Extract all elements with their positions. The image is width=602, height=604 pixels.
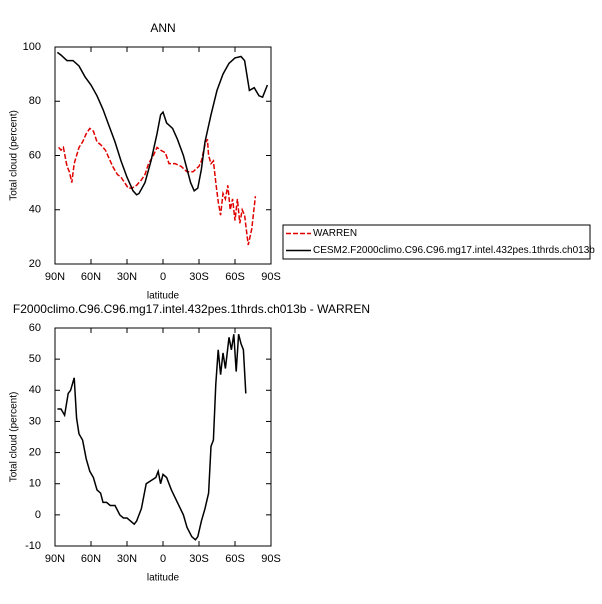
y-tick-label: 60 xyxy=(29,149,41,161)
x-tick-label: 60N xyxy=(81,271,101,283)
y-tick-label: -10 xyxy=(25,540,41,552)
y-tick-label: 80 xyxy=(29,95,41,107)
x-tick-label: 60S xyxy=(225,553,245,565)
x-tick-label: 90S xyxy=(261,553,281,565)
y-tick-label: 40 xyxy=(29,384,41,396)
x-tick-label: 90N xyxy=(45,271,65,283)
chart-title: ANN xyxy=(150,21,175,35)
x-tick-label: 0 xyxy=(160,553,166,565)
plot-frame xyxy=(54,327,272,547)
y-axis-label: Total cloud (percent) xyxy=(9,392,20,483)
series-line xyxy=(58,127,257,246)
y-tick-label: 100 xyxy=(23,41,41,53)
y-tick-label: 0 xyxy=(35,509,41,521)
series-line xyxy=(56,51,269,196)
x-tick-label: 30N xyxy=(117,553,137,565)
series-line xyxy=(57,334,247,541)
y-tick-label: 40 xyxy=(29,204,41,216)
y-tick-label: 50 xyxy=(29,353,41,365)
legend-label: WARREN xyxy=(313,228,357,239)
y-tick-label: 20 xyxy=(29,446,41,458)
x-tick-label: 60N xyxy=(81,553,101,565)
x-tick-label: 90N xyxy=(45,553,65,565)
x-tick-label: 30N xyxy=(117,271,137,283)
x-axis-label: latitude xyxy=(147,291,180,302)
x-tick-label: 90S xyxy=(261,271,281,283)
legend-box xyxy=(282,224,591,260)
x-tick-label: 30S xyxy=(189,271,209,283)
y-tick-label: 30 xyxy=(29,415,41,427)
chart-title: F2000climo.C96.C96.mg17.intel.432pes.1th… xyxy=(13,302,370,316)
legend-label: CESM2.F2000climo.C96.C96.mg17.intel.432p… xyxy=(313,245,595,256)
y-tick-label: 20 xyxy=(29,258,41,270)
x-tick-label: 0 xyxy=(160,271,166,283)
x-tick-label: 30S xyxy=(189,553,209,565)
x-axis-label: latitude xyxy=(147,573,180,584)
y-tick-label: 60 xyxy=(29,322,41,334)
y-axis-label: Total cloud (percent) xyxy=(9,110,20,201)
x-tick-label: 60S xyxy=(225,271,245,283)
y-tick-label: 10 xyxy=(29,478,41,490)
